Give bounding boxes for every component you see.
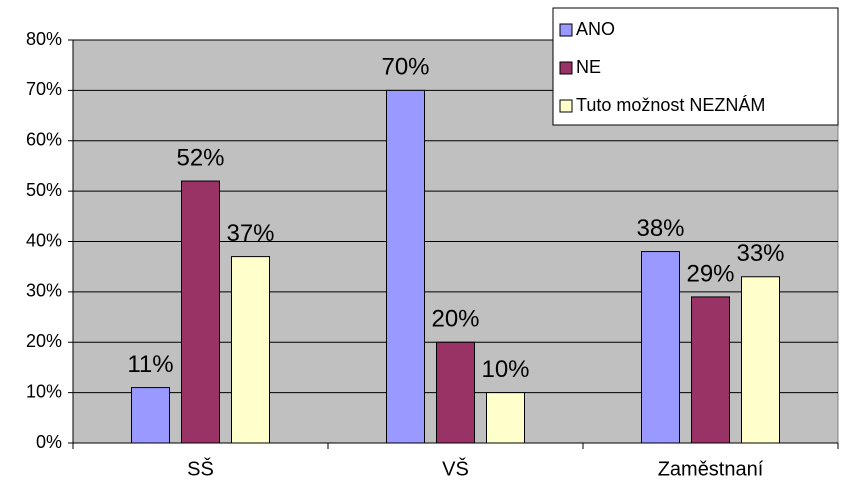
- value-label: 37%: [226, 220, 274, 247]
- y-tick-label: 60%: [26, 130, 62, 150]
- bar: [436, 341, 475, 444]
- y-tick-label: 40%: [26, 230, 62, 250]
- bar: [691, 296, 730, 444]
- y-tick-label: 80%: [26, 29, 62, 49]
- legend-label: NE: [576, 57, 601, 77]
- legend-label: ANO: [576, 19, 615, 39]
- bar: [486, 392, 525, 444]
- y-tick-label: 70%: [26, 79, 62, 99]
- y-tick-label: 50%: [26, 180, 62, 200]
- legend-label: Tuto možnost NEZNÁM: [576, 95, 765, 115]
- value-label: 11%: [127, 351, 173, 378]
- value-label: 29%: [686, 260, 734, 287]
- y-tick-label: 0%: [36, 432, 62, 452]
- value-label: 20%: [431, 306, 479, 333]
- bar: [181, 180, 220, 444]
- value-label: 52%: [176, 144, 224, 171]
- legend-swatch: [559, 61, 573, 75]
- legend-box: [552, 7, 839, 126]
- y-tick-label: 20%: [26, 331, 62, 351]
- x-tick-label: SŠ: [187, 457, 214, 480]
- value-label: 10%: [481, 356, 529, 383]
- bar: [131, 387, 170, 444]
- x-tick-label: Zaměstnaní: [658, 458, 764, 480]
- value-label: 33%: [736, 240, 784, 267]
- y-tick-label: 30%: [26, 281, 62, 301]
- legend-swatch: [559, 99, 573, 113]
- value-label: 38%: [636, 215, 684, 242]
- x-tick-label: VŠ: [442, 457, 469, 480]
- bar: [386, 89, 425, 444]
- bar: [641, 251, 680, 444]
- bar: [741, 276, 780, 444]
- legend-swatch: [559, 23, 573, 37]
- y-tick-label: 10%: [26, 381, 62, 401]
- value-label: 70%: [381, 54, 429, 81]
- bar: [231, 256, 270, 444]
